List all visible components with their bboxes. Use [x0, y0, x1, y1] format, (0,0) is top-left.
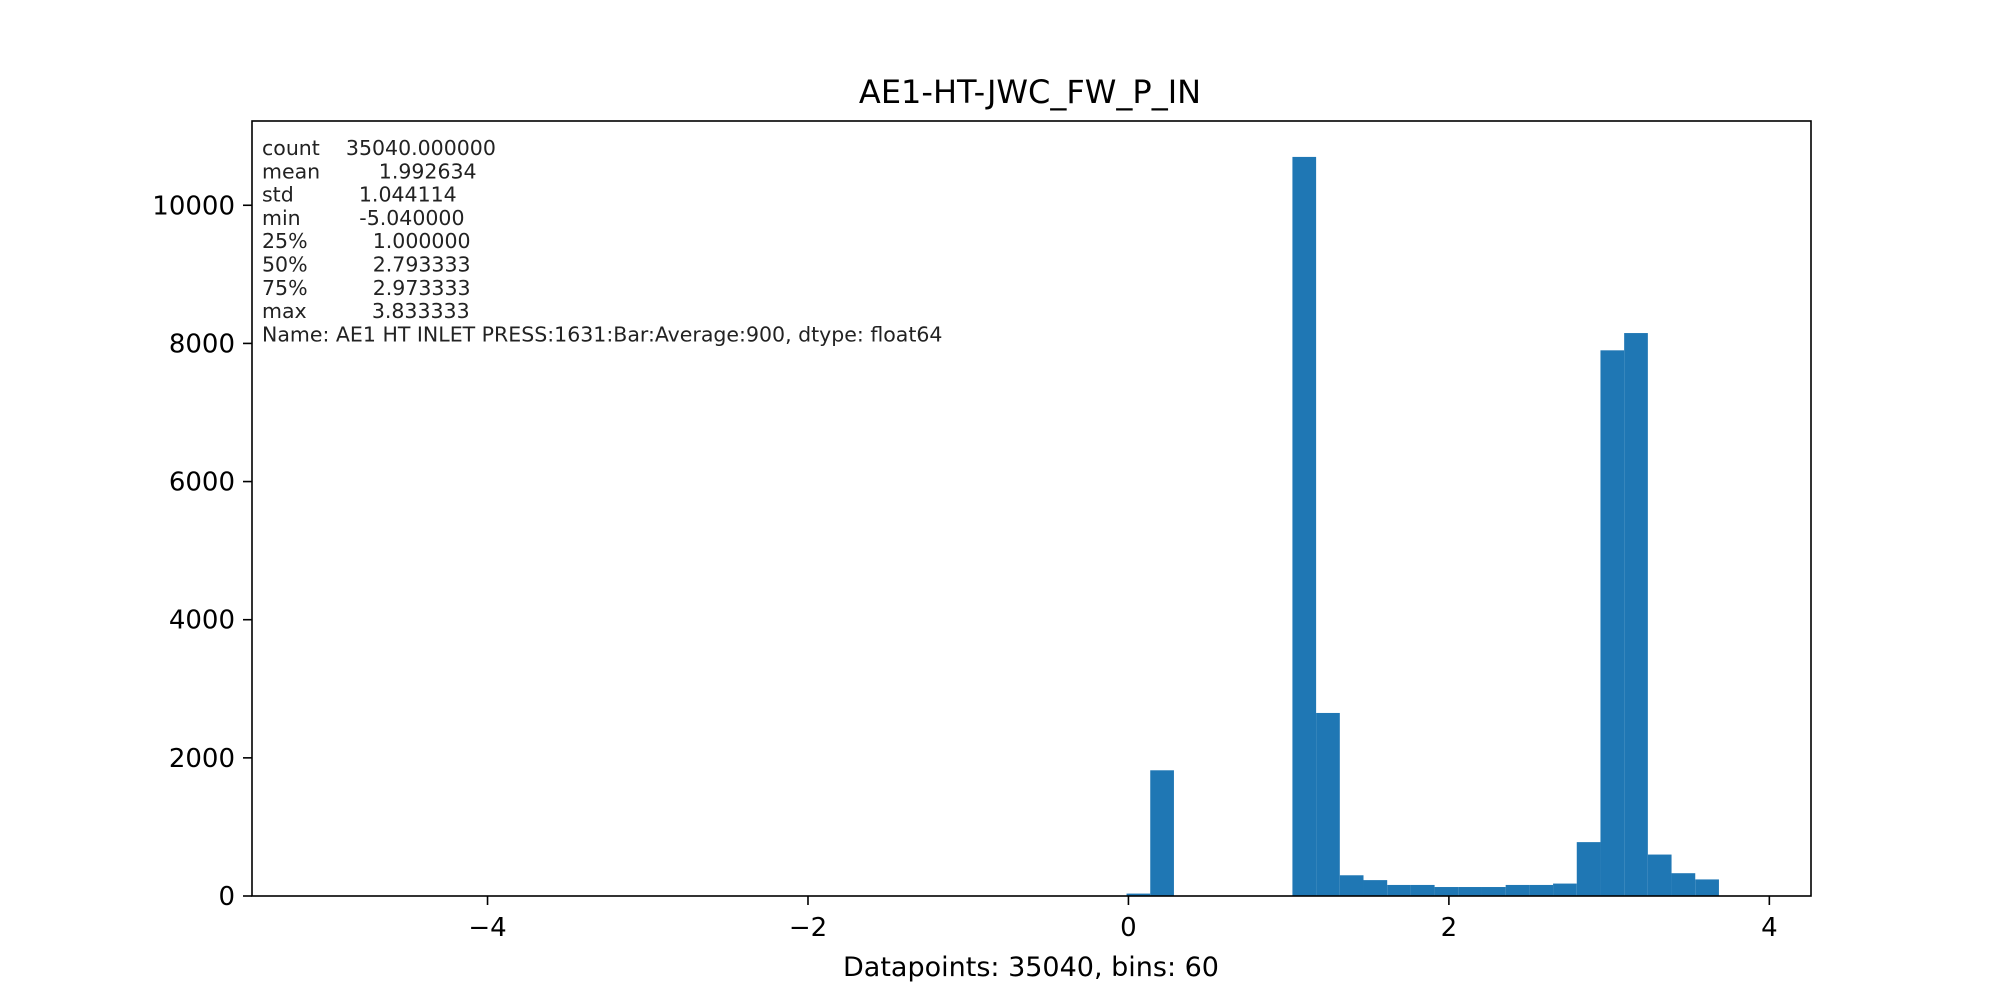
histogram-bar — [1529, 884, 1554, 896]
histogram-bar — [1339, 875, 1364, 896]
stats-line: Name: AE1 HT INLET PRESS:1631:Bar:Averag… — [262, 322, 942, 346]
histogram-bar — [1505, 884, 1530, 896]
y-tick-label: 0 — [218, 882, 235, 912]
histogram-bar — [1410, 884, 1435, 896]
histogram-bar — [1126, 893, 1151, 896]
x-axis-ticks: −4 −2 0 2 4 — [468, 896, 1778, 943]
histogram-bar — [1671, 873, 1696, 896]
histogram-bar — [1624, 333, 1648, 896]
histogram-bar — [1363, 880, 1388, 896]
histogram-bar — [1481, 887, 1506, 896]
y-tick-label: 10000 — [152, 191, 235, 221]
stats-line: mean 1.992634 — [262, 159, 477, 183]
histogram-bar — [1316, 712, 1340, 896]
histogram-bar — [1150, 770, 1174, 896]
stats-line: count 35040.000000 — [262, 136, 496, 160]
stats-line: min -5.040000 — [262, 206, 465, 230]
axes-frame — [251, 120, 1812, 897]
y-tick-label: 8000 — [169, 329, 235, 359]
y-tick-label: 6000 — [169, 468, 235, 498]
x-tick-label: −2 — [789, 913, 827, 943]
histogram-bar — [1647, 854, 1672, 896]
stats-line: max 3.833333 — [262, 299, 470, 323]
histogram-bar — [1292, 156, 1317, 897]
x-tick-label: 2 — [1441, 913, 1458, 943]
stats-line: 50% 2.793333 — [262, 253, 471, 277]
x-tick-label: 0 — [1120, 913, 1137, 943]
histogram-bar — [1576, 842, 1601, 896]
stats-line: std 1.044114 — [262, 183, 457, 207]
bars-layer — [1126, 156, 1719, 897]
histogram-bar — [1458, 887, 1482, 896]
stats-line: 25% 1.000000 — [262, 229, 471, 253]
histogram-bar — [1695, 879, 1719, 896]
y-axis-ticks: 0 2000 4000 6000 8000 10000 — [152, 191, 252, 912]
histogram-bar — [1387, 884, 1411, 896]
histogram-bar — [1434, 887, 1459, 896]
x-axis-label: Datapoints: 35040, bins: 60 — [843, 952, 1219, 983]
y-tick-label: 4000 — [169, 606, 235, 636]
y-tick-label: 2000 — [169, 744, 235, 774]
stats-line: 75% 2.973333 — [262, 276, 471, 300]
chart-title: AE1-HT-JWC_FW_P_IN — [859, 73, 1201, 111]
x-tick-label: 4 — [1761, 913, 1778, 943]
histogram-bar — [1553, 883, 1577, 896]
x-tick-label: −4 — [468, 913, 506, 943]
histogram-bar — [1600, 350, 1625, 896]
